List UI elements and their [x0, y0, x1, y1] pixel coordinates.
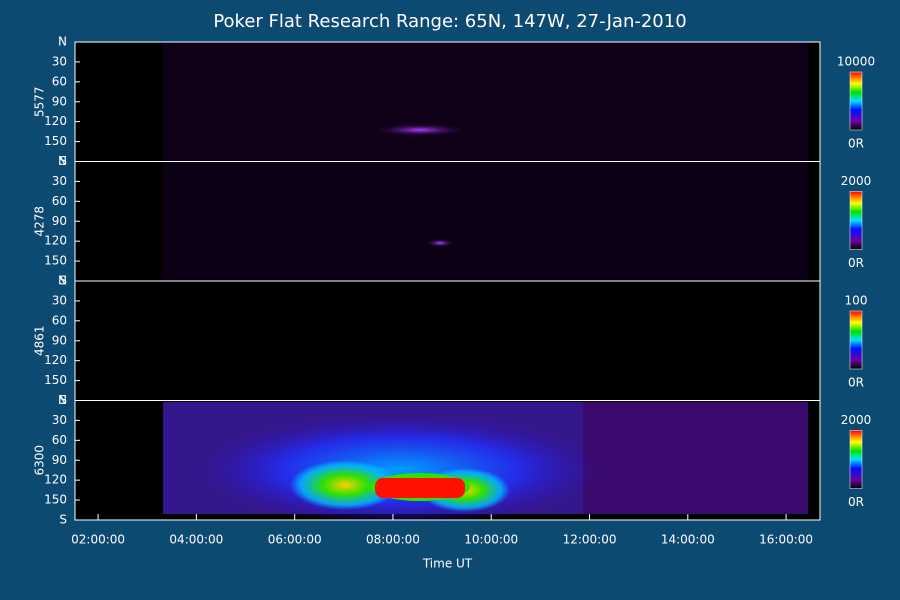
colorbar-label: 100: [845, 294, 868, 308]
y-tick-label: N: [58, 393, 67, 407]
y-tick-label: 120: [44, 473, 67, 487]
x-tick-label: 16:00:00: [759, 533, 813, 547]
y-tick-label: S: [59, 393, 67, 407]
colorbar: [849, 71, 863, 131]
y-tick-label: N: [58, 274, 67, 288]
y-tick-label: 30: [52, 293, 67, 307]
x-tick-label: 08:00:00: [366, 533, 420, 547]
y-tick-label: 120: [44, 234, 67, 248]
colorbar-label: 0R: [848, 495, 864, 509]
y-tick-label: 30: [52, 54, 67, 68]
colorbar-label: 10000: [837, 55, 875, 69]
colorbar-label: 2000: [841, 413, 872, 427]
x-tick-label: 02:00:00: [71, 533, 125, 547]
y-tick-label: 120: [44, 114, 67, 128]
y-tick-label: 30: [52, 413, 67, 427]
y-tick-label: 120: [44, 353, 67, 367]
panel-images: [75, 42, 820, 525]
y-tick-label: 150: [44, 373, 67, 387]
y-tick-label: S: [59, 513, 67, 527]
colorbar-label: 0R: [848, 256, 864, 270]
y-tick-label: 60: [52, 313, 67, 327]
y-tick-label: S: [59, 274, 67, 288]
x-tick-label: 06:00:00: [268, 533, 322, 547]
colorbar: [849, 430, 863, 489]
y-tick-label: 60: [52, 194, 67, 208]
colorbar-label: 0R: [848, 376, 864, 390]
y-tick-label: 90: [52, 94, 67, 108]
y-tick-label: 90: [52, 453, 67, 467]
y-tick-label: 150: [44, 254, 67, 268]
x-axis-label: Time UT: [422, 557, 473, 571]
colorbar: [849, 191, 863, 250]
y-tick-label: 90: [52, 214, 67, 228]
y-tick-label: 150: [44, 134, 67, 148]
y-tick-label: 30: [52, 174, 67, 188]
x-tick-label: 10:00:00: [464, 533, 518, 547]
y-tick-label: 90: [52, 333, 67, 347]
colorbar-label: 0R: [848, 137, 864, 151]
y-tick-label: 60: [52, 74, 67, 88]
colorbar-label: 2000: [841, 174, 872, 188]
y-axis-label: 4861: [33, 325, 47, 356]
y-tick-label: N: [58, 154, 67, 168]
y-tick-label: S: [59, 154, 67, 168]
y-axis-label: 6300: [33, 445, 47, 476]
y-tick-label: N: [58, 35, 67, 49]
y-tick-label: 150: [44, 493, 67, 507]
y-axis-label: 4278: [33, 206, 47, 237]
chart-title: Poker Flat Research Range: 65N, 147W, 27…: [213, 11, 686, 32]
x-tick-label: 04:00:00: [169, 533, 223, 547]
y-tick-label: 60: [52, 433, 67, 447]
y-axis-label: 5577: [33, 86, 47, 117]
colorbar: [849, 310, 863, 370]
x-tick-label: 14:00:00: [661, 533, 715, 547]
x-tick-label: 12:00:00: [563, 533, 617, 547]
